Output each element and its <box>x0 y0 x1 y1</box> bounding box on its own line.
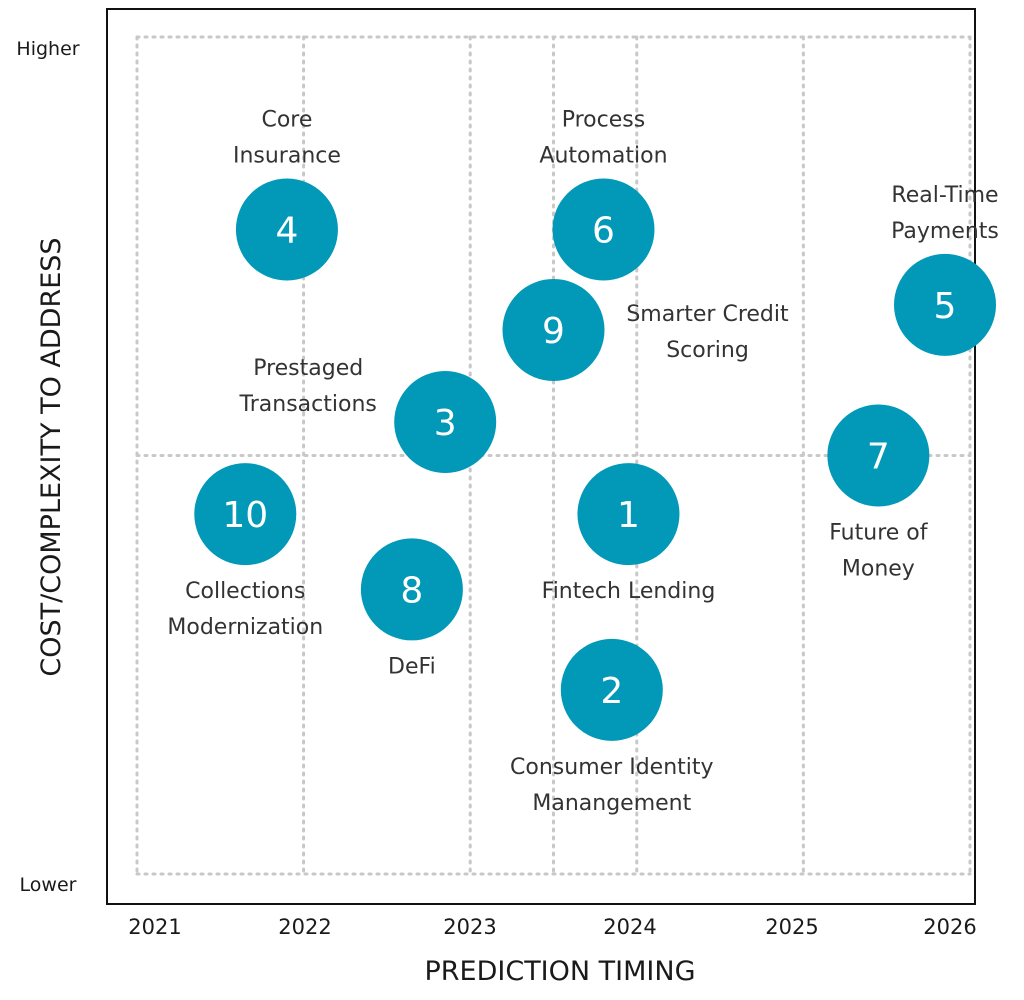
bubble-label: Future of <box>829 521 929 546</box>
x-tick-2025: 2025 <box>765 915 818 939</box>
bubble-marker <box>360 538 463 641</box>
bubble-label: Scoring <box>666 338 749 363</box>
bubble-marker <box>394 371 497 474</box>
bubble-label: Collections <box>185 579 305 604</box>
bubble-item-5: 5 Real-Time Payments <box>891 183 999 356</box>
bubble-number: 8 <box>400 570 423 611</box>
x-tick-2023: 2023 <box>443 915 496 939</box>
bubble-label: Core <box>261 108 312 133</box>
bubble-label: Fintech Lending <box>542 579 716 604</box>
bubble-label: Automation <box>539 144 667 169</box>
grid <box>135 35 972 876</box>
bubble-marker <box>577 463 680 566</box>
bubble-item-2: 2 Consumer Identity Manangement <box>510 638 714 816</box>
bubble-number: 7 <box>867 437 890 478</box>
bubbles: 1 Fintech Lending 2 Consumer Identity Manang… <box>167 108 999 816</box>
x-tick-2022: 2022 <box>278 915 331 939</box>
bubble-number: 6 <box>592 211 615 252</box>
bubble-number: 1 <box>617 495 640 536</box>
bubble-number: 4 <box>275 211 298 252</box>
bubble-item-1: 1 Fintech Lending <box>542 463 716 604</box>
bubble-label: Prestaged <box>253 356 363 381</box>
y-tick-higher: Higher <box>16 38 79 60</box>
bubble-marker <box>560 638 663 741</box>
plot-frame <box>106 8 976 905</box>
bubble-item-4: 4 Core Insurance <box>233 108 341 281</box>
bubble-number: 5 <box>934 286 957 327</box>
x-tick-2026: 2026 <box>923 915 976 939</box>
x-tick-2024: 2024 <box>603 915 656 939</box>
y-axis-title: COST/COMPLEXITY TO ADDRESS <box>36 237 67 676</box>
y-tick-lower: Lower <box>20 874 77 896</box>
bubble-label: Real-Time <box>891 183 998 208</box>
bubble-label: Payments <box>891 219 999 244</box>
bubble-item-6: 6 Process Automation <box>539 108 668 281</box>
bubble-label: Consumer Identity <box>510 755 714 780</box>
bubble-label: Process <box>562 108 645 133</box>
bubble-label: Insurance <box>233 144 341 169</box>
bubble-item-10: 10 Collections Modernization <box>167 463 323 640</box>
x-axis-title: PREDICTION TIMING <box>424 956 695 987</box>
x-tick-2021: 2021 <box>128 915 181 939</box>
bubble-marker <box>552 178 655 281</box>
bubble-marker <box>827 404 930 507</box>
bubble-number: 9 <box>542 311 565 352</box>
bubble-item-7: 7 Future of Money <box>827 404 930 582</box>
bubble-marker <box>235 178 338 281</box>
bubble-label: Transactions <box>239 392 377 417</box>
bubble-label: DeFi <box>388 654 436 679</box>
bubble-number: 2 <box>600 671 623 712</box>
bubble-label: Money <box>842 557 915 582</box>
bubble-label: Smarter Credit <box>626 302 789 327</box>
bubble-marker <box>894 253 997 356</box>
bubble-item-3: 3 Prestaged Transactions <box>239 356 497 474</box>
bubble-number: 3 <box>434 403 457 444</box>
bubble-marker <box>502 278 605 381</box>
bubble-item-8: 8 DeFi <box>360 538 463 679</box>
bubble-marker <box>194 463 297 566</box>
bubble-number: 10 <box>222 495 268 536</box>
bubble-item-9: 9 Smarter Credit Scoring <box>502 278 789 381</box>
bubble-label: Modernization <box>167 615 323 640</box>
bubble-label: Manangement <box>532 791 691 816</box>
